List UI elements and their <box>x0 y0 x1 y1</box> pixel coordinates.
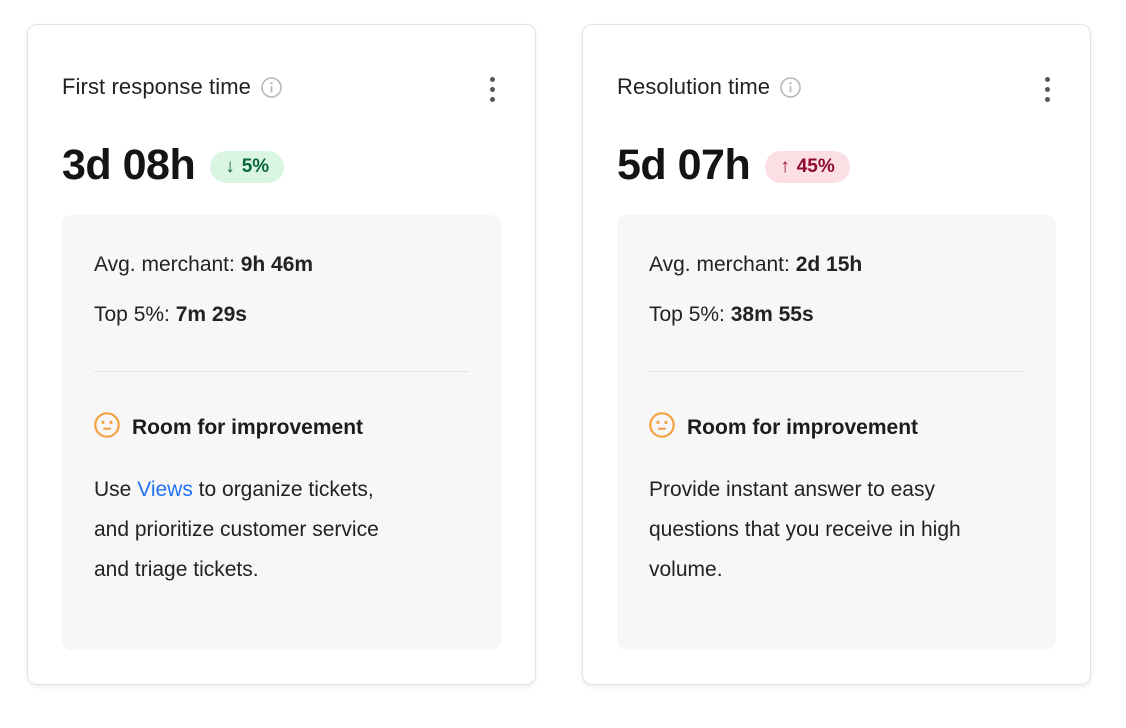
neutral-face-icon <box>94 412 120 444</box>
insight-panel: Avg. merchant: 2d 15h Top 5%: 38m 55s Ro… <box>617 215 1056 650</box>
metric-row: 5d 07h ↑ 45% <box>617 142 1056 188</box>
kebab-dot <box>490 87 495 92</box>
top-5-percent-stat: Top 5%: 38m 55s <box>649 301 1024 329</box>
insight-body-text: Use <box>94 478 138 501</box>
top-5-percent-stat: Top 5%: 7m 29s <box>94 301 469 329</box>
kebab-dot <box>490 77 495 82</box>
stat-label: Avg. merchant: <box>649 253 790 276</box>
kebab-menu-button[interactable] <box>484 75 501 104</box>
views-link[interactable]: Views <box>137 478 193 501</box>
kebab-dot <box>1045 77 1050 82</box>
stat-value: 2d 15h <box>795 253 863 276</box>
insight-heading-text: Room for improvement <box>687 416 919 439</box>
insight-heading: Room for improvement <box>649 412 1024 444</box>
kebab-dot <box>490 97 495 102</box>
insight-heading-text: Room for improvement <box>132 416 364 439</box>
metric-value: 3d 08h <box>62 141 196 189</box>
trend-value: 5% <box>241 156 270 177</box>
stat-label: Top 5%: <box>649 303 725 326</box>
divider <box>94 371 469 372</box>
kebab-dot <box>1045 87 1050 92</box>
insight-body: Use Views to organize tickets, and prior… <box>94 470 406 590</box>
stat-value: 7m 29s <box>175 303 247 326</box>
insight-panel: Avg. merchant: 9h 46m Top 5%: 7m 29s Roo… <box>62 215 501 650</box>
trend-badge: ↓ 5% <box>210 151 285 183</box>
metrics-cards-row: First response time 3d 08h ↓ 5% <box>27 24 1091 685</box>
card-title-wrap: First response time <box>62 73 282 101</box>
metric-row: 3d 08h ↓ 5% <box>62 142 501 188</box>
neutral-face-icon <box>649 412 675 444</box>
avg-merchant-stat: Avg. merchant: 2d 15h <box>649 251 1024 279</box>
info-icon[interactable] <box>261 76 282 98</box>
card-header: Resolution time <box>617 73 1056 104</box>
stat-value: 38m 55s <box>730 303 814 326</box>
stat-label: Top 5%: <box>94 303 170 326</box>
card-title: Resolution time <box>617 74 771 99</box>
divider <box>649 371 1024 372</box>
insight-body: Provide instant answer to easy questions… <box>649 478 961 581</box>
metric-value: 5d 07h <box>617 141 751 189</box>
trend-value: 45% <box>796 156 835 177</box>
insight-body-text: to organize tickets, and prioritize cust… <box>94 478 379 581</box>
avg-merchant-stat: Avg. merchant: 9h 46m <box>94 251 469 279</box>
stat-label: Avg. merchant: <box>94 253 235 276</box>
stat-value: 9h 46m <box>240 253 314 276</box>
info-icon[interactable] <box>780 76 801 98</box>
kebab-dot <box>1045 97 1050 102</box>
card-title-wrap: Resolution time <box>617 73 801 101</box>
resolution-time-card: Resolution time 5d 07h ↑ 45% <box>582 24 1091 685</box>
arrow-up-icon: ↑ <box>780 156 790 177</box>
card-title: First response time <box>62 74 251 99</box>
card-header: First response time <box>62 73 501 104</box>
kebab-menu-button[interactable] <box>1039 75 1056 104</box>
first-response-time-card: First response time 3d 08h ↓ 5% <box>27 24 536 685</box>
trend-badge: ↑ 45% <box>765 151 850 183</box>
arrow-down-icon: ↓ <box>225 156 235 177</box>
insight-heading: Room for improvement <box>94 412 469 444</box>
